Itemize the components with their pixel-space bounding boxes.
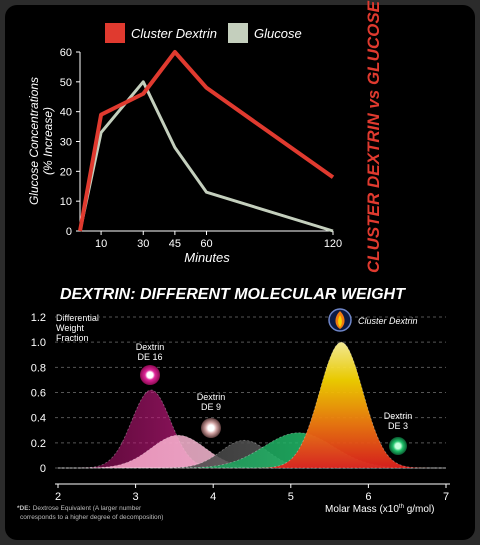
- y-tick-label: 60: [60, 47, 72, 59]
- x-tick-label: 30: [137, 238, 149, 250]
- line-chart: Cluster Dextrin Glucose 0 10 20 30 40 50 60 10…: [27, 0, 383, 273]
- y-label-line3: Fraction: [56, 333, 89, 343]
- series-line-cluster-dextrin: [78, 50, 335, 232]
- x-tick-label: 120: [324, 238, 342, 250]
- x-tick-label: 7: [443, 491, 449, 503]
- y-axis-title-line2: (% Increase): [41, 107, 55, 175]
- dextrin-de3-label-line1: Dextrin: [384, 411, 413, 421]
- dextrin-de16-label-line2: DE 16: [137, 352, 162, 362]
- y-axis-title-line1: Glucose Concentrations: [27, 77, 41, 205]
- y-tick-label: 20: [60, 166, 72, 178]
- x-axis-title: Minutes: [184, 250, 230, 265]
- y-tick-label: 0.8: [31, 362, 46, 374]
- x-tick-label: 4: [210, 491, 216, 503]
- y-tick-label: 0.6: [31, 388, 46, 400]
- side-title: CLUSTER DEXTRIN vs GLUCOSE: [364, 0, 383, 273]
- legend-swatch-glucose: [228, 23, 248, 43]
- legend-label-cluster-dextrin: Cluster Dextrin: [131, 26, 217, 41]
- y-label-line1: Differential: [56, 313, 99, 323]
- y-tick-label: 1.2: [31, 312, 46, 324]
- footnote-line1: *DE: Dextrose Equivalent (A larger number: [17, 505, 142, 512]
- area-cluster-dextrin: [58, 341, 446, 469]
- series-line-glucose: [78, 80, 334, 233]
- x-axis-title: Molar Mass (x10th g/mol): [325, 504, 434, 515]
- x-tick-label: 45: [169, 238, 181, 250]
- y-tick-label: 50: [60, 77, 72, 89]
- x-tick-label: 2: [55, 491, 61, 503]
- y-tick-label: 30: [60, 137, 72, 149]
- footnote-line2: corresponds to a higher degree of decomp…: [20, 514, 163, 521]
- x-tick-label: 10: [95, 238, 107, 250]
- distribution-chart: DEXTRIN: DIFFERENT MOLECULAR WEIGHT Diff…: [17, 286, 450, 521]
- legend-swatch-cluster-dextrin: [105, 23, 125, 43]
- y-tick-label: 40: [60, 107, 72, 119]
- dextrin-de3-badge-icon: [389, 437, 407, 455]
- x-tick-label: 5: [288, 491, 294, 503]
- y-tick-label: 10: [60, 196, 72, 208]
- y-tick-label: 0: [40, 463, 46, 475]
- y-tick-label: 1.0: [31, 337, 46, 349]
- x-tick-label: 3: [133, 491, 139, 503]
- x-tick-label: 6: [365, 491, 371, 503]
- dextrin-de9-label-line1: Dextrin: [197, 392, 226, 402]
- y-tick-label: 0.2: [31, 438, 46, 450]
- dextrin-de16-badge-icon: [140, 365, 160, 385]
- y-tick-label: 0: [66, 226, 72, 238]
- distribution-title: DEXTRIN: DIFFERENT MOLECULAR WEIGHT: [60, 286, 406, 303]
- cluster-dextrin-label: Cluster Dextrin: [358, 316, 418, 326]
- y-tick-label: 0.4: [31, 413, 46, 425]
- dextrin-de3-label-line2: DE 3: [388, 421, 408, 431]
- dextrin-de16-label-line1: Dextrin: [136, 342, 165, 352]
- legend-label-glucose: Glucose: [254, 26, 302, 41]
- dextrin-de9-badge-icon: [201, 418, 221, 438]
- cluster-dextrin-logo-icon: [328, 308, 352, 332]
- y-label-line2: Weight: [56, 323, 84, 333]
- dextrin-de9-label-line2: DE 9: [201, 402, 221, 412]
- x-tick-label: 60: [200, 238, 212, 250]
- legend: Cluster Dextrin Glucose: [105, 23, 302, 43]
